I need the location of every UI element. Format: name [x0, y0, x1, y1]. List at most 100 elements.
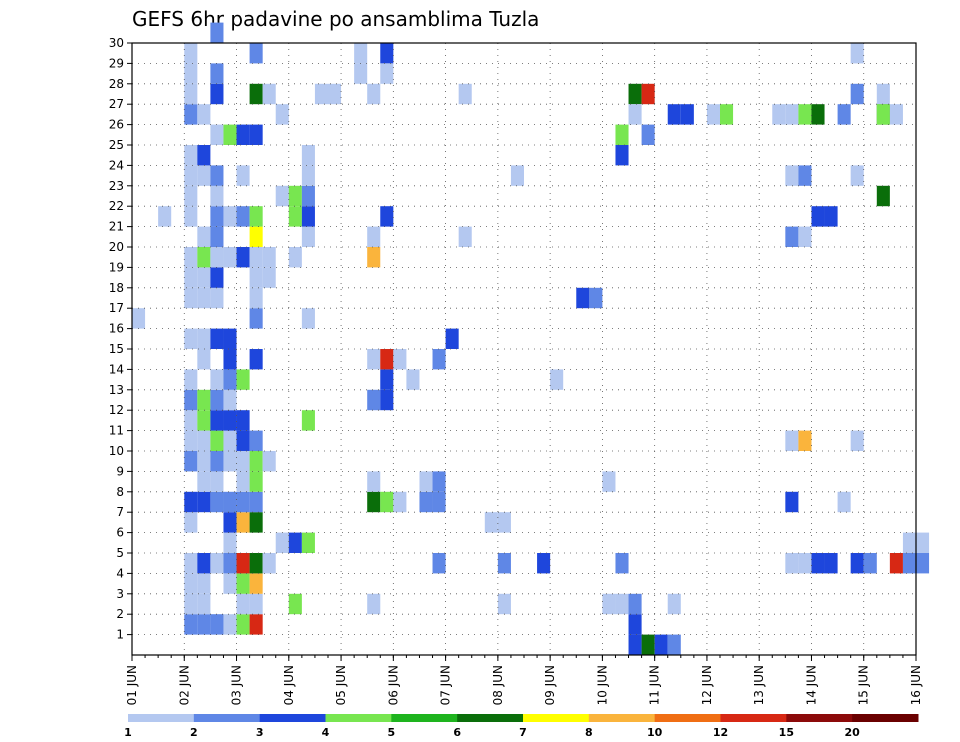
colorbar-swatch — [325, 714, 392, 722]
chart-title: GEFS 6hr padavine po ansamblima Tuzla — [132, 7, 539, 31]
y-tick-label: 16 — [109, 322, 124, 336]
heatmap-cell — [236, 573, 250, 594]
heatmap-cell — [367, 83, 381, 105]
heatmap-cell — [432, 553, 446, 574]
heatmap-cell — [641, 634, 655, 655]
y-tick-label: 29 — [109, 56, 124, 70]
heatmap-cell — [197, 328, 211, 349]
heatmap-cell — [863, 553, 877, 574]
heatmap-cell — [236, 512, 250, 533]
heatmap-cell — [158, 206, 172, 227]
heatmap-cell — [184, 104, 198, 125]
heatmap-cell — [432, 491, 446, 513]
heatmap-cell — [184, 43, 198, 64]
heatmap-cell — [236, 430, 250, 451]
heatmap-cell — [458, 226, 472, 247]
heatmap-cell — [223, 430, 237, 451]
y-tick-label: 28 — [109, 77, 124, 91]
heatmap-cell — [210, 124, 224, 145]
heatmap-cell — [628, 83, 642, 105]
heatmap-cell — [210, 287, 224, 309]
heatmap-cell — [275, 104, 289, 125]
heatmap-cell — [367, 593, 381, 615]
heatmap-cell — [497, 593, 511, 615]
heatmap-cell — [236, 614, 250, 635]
heatmap-cell — [850, 83, 864, 105]
heatmap-cell — [615, 593, 629, 615]
heatmap-cell — [785, 226, 799, 247]
heatmap-cell — [184, 185, 198, 207]
heatmap-cell — [798, 553, 812, 574]
x-tick-label: 04 JUN — [282, 665, 296, 705]
x-tick-label: 16 JUN — [909, 665, 923, 705]
colorbar-label: 1 — [124, 726, 132, 739]
heatmap-cell — [223, 328, 237, 349]
x-tick-label: 05 JUN — [334, 665, 348, 705]
y-tick-label: 10 — [109, 444, 124, 458]
colorbar-label: 15 — [779, 726, 794, 739]
heatmap-cell — [458, 83, 472, 105]
heatmap-cell — [249, 83, 263, 105]
colorbar-swatch — [523, 714, 590, 722]
heatmap-cell — [249, 308, 263, 329]
heatmap-cell — [537, 553, 551, 574]
heatmap-cell — [785, 430, 799, 451]
heatmap-cell — [210, 247, 224, 268]
heatmap-cell — [798, 226, 812, 247]
heatmap-cell — [249, 124, 263, 145]
heatmap-cell — [654, 634, 668, 655]
heatmap-cell — [510, 165, 524, 186]
heatmap-cell — [288, 206, 302, 227]
heatmap-cell — [419, 471, 433, 492]
y-tick-label: 24 — [109, 158, 124, 172]
heatmap-cell — [314, 83, 328, 105]
x-tick-label: 06 JUN — [386, 665, 400, 705]
y-tick-label: 17 — [109, 301, 124, 315]
heatmap-cell — [824, 206, 838, 227]
heatmap-cell — [850, 430, 864, 451]
heatmap-cell — [249, 430, 263, 451]
heatmap-cell — [184, 267, 198, 288]
heatmap-cell — [249, 491, 263, 513]
heatmap-cell — [367, 491, 381, 513]
heatmap-cell — [223, 389, 237, 411]
heatmap-cell — [785, 104, 799, 125]
heatmap-cell — [197, 165, 211, 186]
y-tick-label: 25 — [109, 138, 124, 152]
heatmap-cell — [354, 63, 368, 84]
y-tick-label: 26 — [109, 118, 124, 132]
colorbar-label: 3 — [256, 726, 264, 739]
heatmap-cell — [576, 287, 590, 309]
heatmap-cell — [367, 471, 381, 492]
heatmap-cell — [497, 512, 511, 533]
heatmap-cell — [210, 83, 224, 105]
heatmap-cell — [288, 247, 302, 268]
heatmap-cell — [197, 226, 211, 247]
heatmap-cell — [249, 573, 263, 594]
heatmap-cell — [223, 553, 237, 574]
heatmap-cell — [602, 471, 616, 492]
axis-ticks: 1234567891011121314151617181920212223242… — [109, 36, 923, 705]
heatmap-cell — [628, 104, 642, 125]
colorbar-swatch — [588, 714, 656, 722]
heatmap-cell — [184, 165, 198, 186]
y-tick-label: 14 — [109, 362, 124, 376]
heatmap-cell — [837, 491, 851, 513]
heatmap-cell — [197, 389, 211, 411]
heatmap-cell — [197, 430, 211, 451]
heatmap-cell — [628, 614, 642, 635]
y-tick-label: 6 — [116, 526, 124, 540]
colorbar-swatch — [128, 714, 195, 722]
heatmap-cell — [223, 491, 237, 513]
heatmap-cell — [249, 451, 263, 472]
heatmap-cell — [223, 124, 237, 145]
heatmap-cell — [785, 491, 799, 513]
heatmap-cell — [197, 104, 211, 125]
x-tick-label: 03 JUN — [230, 665, 244, 705]
heatmap-cell — [301, 308, 315, 329]
y-tick-label: 20 — [109, 240, 124, 254]
heatmap-cell — [184, 593, 198, 615]
x-tick-label: 15 JUN — [857, 665, 871, 705]
heatmap-cell — [184, 328, 198, 349]
heatmap-cell — [236, 451, 250, 472]
